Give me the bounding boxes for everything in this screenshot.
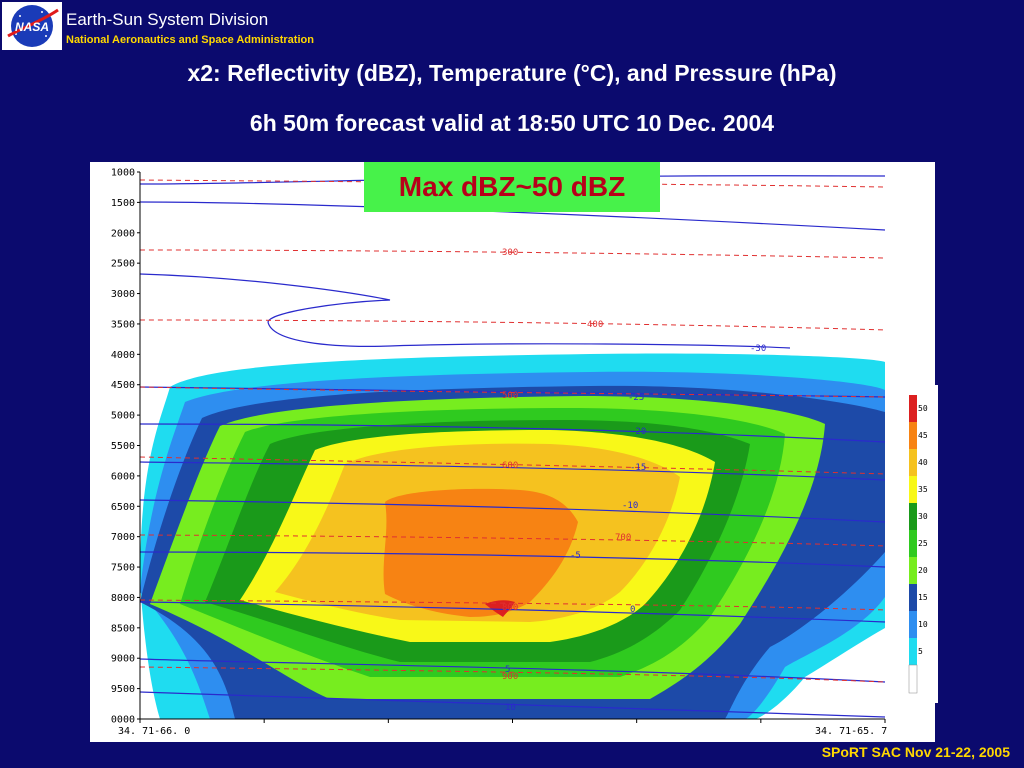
y-tick-label: 9000 — [111, 654, 135, 665]
y-tick-label: 8500 — [111, 623, 135, 634]
y-tick-label: 2500 — [111, 259, 135, 270]
pressure-contour — [139, 386, 886, 398]
pressure-contour — [139, 249, 886, 259]
temperature-label: -5 — [570, 551, 581, 561]
y-tick-label: 6500 — [111, 502, 135, 513]
colorbar-label: 5 — [918, 647, 923, 656]
footer-text: SPoRT SAC Nov 21-22, 2005 — [821, 744, 1010, 760]
colorbar-segment — [909, 395, 917, 422]
y-tick-label: 4000 — [111, 350, 135, 361]
colorbar-svg: 50 45 40 35 30 25 20 15 10 5 — [908, 395, 928, 694]
pressure-contour — [139, 599, 886, 611]
colorbar-label: 15 — [918, 593, 928, 602]
temperature-label: -10 — [622, 501, 638, 511]
temperature-label: -30 — [750, 344, 766, 354]
colorbar-segment — [909, 584, 917, 611]
pressure-label: 500 — [502, 391, 518, 401]
cross-section-plot: 1000 1500 2000 2500 3000 3500 4000 4500 5000 5500… — [90, 162, 935, 742]
colorbar-label: 35 — [918, 485, 928, 494]
temperature-contour — [139, 499, 886, 523]
colorbar-segment — [908, 664, 918, 694]
y-tick-label: 8000 — [111, 593, 135, 604]
org-subtitle: National Aeronautics and Space Administr… — [66, 34, 314, 46]
temperature-label: -25 — [628, 393, 644, 403]
temperature-contour — [139, 273, 791, 349]
contour-labels: -30 -25 -20 -15 -10 -5 0 5 10 300 400 500 600 700 800 9… — [502, 248, 766, 713]
chart-title: x2: Reflectivity (dBZ), Temperature (°C)… — [187, 60, 837, 86]
colorbar-label: 20 — [918, 566, 928, 575]
pressure-label: 700 — [615, 533, 631, 543]
colorbar-segment — [909, 503, 917, 530]
x-tick-label-right: 34. 71-65. 7 — [815, 726, 887, 737]
y-tick-label: 7500 — [111, 563, 135, 574]
temperature-label: -15 — [630, 463, 646, 473]
colorbar-segment — [909, 530, 917, 557]
temperature-label: 5 — [505, 665, 510, 675]
colorbar-label: 45 — [918, 431, 928, 440]
temperature-label: -20 — [630, 427, 646, 437]
colorbar-label: 10 — [918, 620, 928, 629]
y-tick-label: 9500 — [111, 684, 135, 695]
colorbar: 50 45 40 35 30 25 20 15 10 5 — [905, 385, 938, 703]
temperature-contour — [139, 658, 886, 683]
pressure-label: 400 — [587, 320, 603, 330]
pressure-contour — [139, 319, 886, 331]
nasa-logo: NASA — [2, 2, 62, 50]
plot-axes: 1000150020002500300035004000450050005500… — [111, 168, 887, 738]
y-tick-label: 1500 — [111, 198, 135, 209]
colorbar-segment — [909, 611, 917, 638]
y-tick-label: 5000 — [111, 411, 135, 422]
dbz-region-45 — [383, 488, 578, 617]
colorbar-label: 50 — [918, 404, 928, 413]
reflectivity-fills — [140, 353, 885, 719]
temperature-contour — [139, 423, 886, 443]
pressure-label: 800 — [502, 603, 518, 613]
colorbar-segment — [909, 449, 917, 476]
temperature-label: 0 — [630, 605, 635, 615]
colorbar-segment — [909, 422, 917, 449]
temperature-label: 10 — [505, 703, 516, 713]
colorbar-label: 25 — [918, 539, 928, 548]
temperature-contour — [139, 461, 886, 481]
org-title: Earth-Sun System Division — [66, 10, 269, 29]
pressure-label: 300 — [502, 248, 518, 258]
cross-section-svg: 1000150020002500300035004000450050005500… — [111, 168, 887, 738]
y-tick-label: 5500 — [111, 441, 135, 452]
colorbar-segment — [909, 557, 917, 584]
x-tick-label-left: 34. 71-66. 0 — [118, 726, 190, 737]
y-tick-label: 6000 — [111, 471, 135, 482]
temperature-contour — [139, 601, 886, 623]
pressure-label: 600 — [502, 461, 518, 471]
colorbar-segment — [909, 476, 917, 503]
nasa-logo-text: NASA — [15, 20, 49, 34]
y-tick-label: 1000 — [111, 168, 135, 179]
colorbar-label: 40 — [918, 458, 928, 467]
y-tick-label: 0000 — [111, 715, 135, 726]
pressure-contour — [139, 666, 886, 683]
y-tick-label: 4500 — [111, 380, 135, 391]
pressure-label: 900 — [502, 672, 518, 682]
max-dbz-callout: Max dBZ~50 dBZ — [364, 162, 660, 212]
chart-subtitle: 6h 50m forecast valid at 18:50 UTC 10 De… — [249, 110, 775, 136]
colorbar-segment — [909, 638, 917, 665]
y-tick-label: 3000 — [111, 289, 135, 300]
pressure-contour — [139, 456, 886, 475]
colorbar-label: 30 — [918, 512, 928, 521]
temperature-contour — [139, 551, 886, 568]
pressure-contour — [139, 534, 886, 547]
y-tick-label: 2000 — [111, 228, 135, 239]
y-tick-label: 3500 — [111, 319, 135, 330]
pressure-contour — [139, 179, 886, 188]
y-tick-label: 7000 — [111, 532, 135, 543]
